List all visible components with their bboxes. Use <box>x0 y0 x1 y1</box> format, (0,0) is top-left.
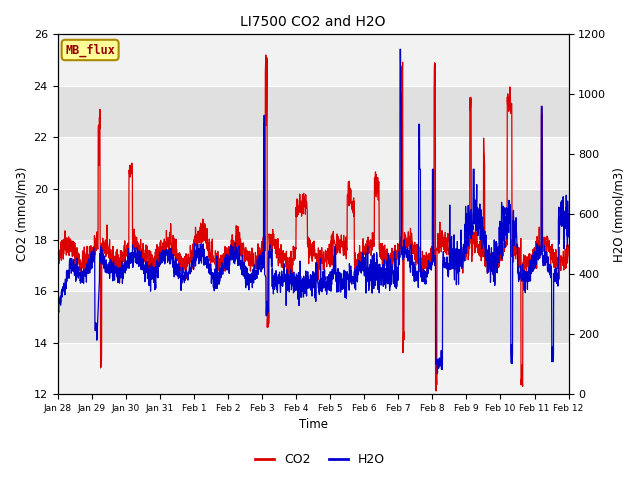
Legend: CO2, H2O: CO2, H2O <box>250 448 390 471</box>
X-axis label: Time: Time <box>299 419 328 432</box>
Y-axis label: CO2 (mmol/m3): CO2 (mmol/m3) <box>15 167 28 262</box>
Bar <box>58 343 568 394</box>
Text: MB_flux: MB_flux <box>65 43 115 57</box>
Bar <box>58 35 568 86</box>
Bar <box>58 240 568 291</box>
Bar <box>58 291 568 343</box>
Title: LI7500 CO2 and H2O: LI7500 CO2 and H2O <box>240 15 386 29</box>
Bar <box>58 137 568 189</box>
Bar <box>58 189 568 240</box>
Bar <box>58 86 568 137</box>
Y-axis label: H2O (mmol/m3): H2O (mmol/m3) <box>612 167 625 262</box>
